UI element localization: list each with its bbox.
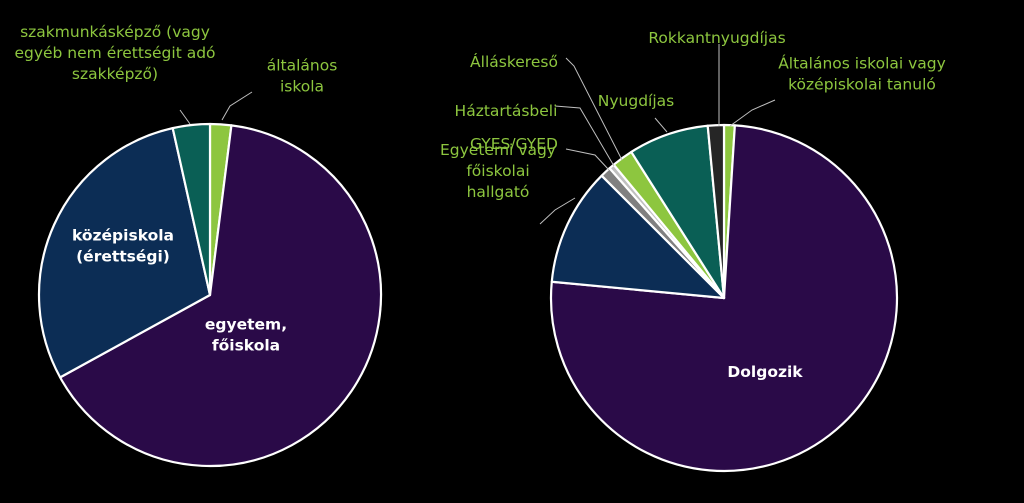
slice-label-line: középiskola	[72, 227, 174, 245]
slice-label-egyetemi-vagy-főiskolai-hallgató: Egyetemi vagy főiskolai hallgató	[440, 141, 556, 201]
slice-label-line: főiskola	[212, 337, 280, 355]
slice-label-gyes-gyed: GYES/GYED	[470, 135, 558, 153]
slice-label-egyetem-főiskola: egyetem, főiskola	[205, 316, 287, 355]
slice-label-line: GYES/GYED	[470, 135, 558, 153]
slice-label-line: Háztartásbeli	[455, 102, 558, 120]
pie-chart-2: Általános iskolai vagy középiskolai tanul…	[440, 29, 946, 473]
leader-line-gyes-gyed	[565, 148, 610, 171]
slice-label-line: egyetem,	[205, 316, 287, 334]
leader-line-általános-iskolai-vagy-középiskolai-tanuló	[729, 99, 776, 127]
leader-line-szakmunkásképző-vagy-egyéb-nem-érettségit-adó-szakképző	[179, 109, 191, 125]
pie-slice-egyetemi-vagy-főiskolai-hallgató	[550, 174, 726, 300]
leader-line-háztartásbeli	[554, 105, 615, 167]
slice-label-line: Dolgozik	[727, 363, 803, 381]
slice-label-line: Álláskereső	[470, 52, 558, 71]
leader-line-egyetemi-vagy-főiskolai-hallgató	[539, 197, 576, 225]
slice-label-line: egyéb nem érettségit adó	[14, 44, 215, 62]
slice-label-háztartásbeli: Háztartásbeli	[455, 102, 558, 120]
pie-chart-1: általános iskola egyetem, főiskola középisko…	[14, 23, 383, 468]
slice-label-dolgozik: Dolgozik	[727, 363, 803, 381]
slice-label-szakmunkásképző-vagy-egyéb-nem-érettségit-adó-szakképző: szakmunkásképző (vagy egyéb nem érettségi…	[14, 23, 215, 83]
pie-slice-középiskola-érettségi	[37, 127, 212, 379]
slice-label-középiskola-érettségi: középiskola (érettségi)	[72, 227, 174, 266]
slice-label-line: hallgató	[467, 183, 530, 201]
slice-label-line: szakmunkásképző (vagy	[20, 23, 210, 41]
slice-label-általános-iskola: általános iskola	[267, 57, 338, 96]
slice-label-line: főiskolai	[466, 162, 529, 180]
leader-line-álláskereső	[565, 57, 623, 161]
pie-slice-rokkantnyugdíjas	[706, 123, 726, 300]
slice-label-line: középiskolai tanuló	[788, 76, 936, 94]
pie-slice-egyetem-főiskola	[59, 124, 383, 468]
slice-label-line: Egyetemi vagy	[440, 141, 556, 159]
slice-label-line: szakképző)	[72, 65, 158, 83]
slice-label-line: Általános iskolai vagy	[778, 54, 946, 73]
slice-label-rokkantnyugdíjas: Rokkantnyugdíjas	[648, 29, 785, 47]
slice-label-line: általános	[267, 57, 338, 75]
slice-label-line: Rokkantnyugdíjas	[648, 29, 785, 47]
slice-label-line: (érettségi)	[76, 248, 170, 266]
slice-label-álláskereső: Álláskereső	[470, 52, 558, 71]
pie-slice-szakmunkásképző-vagy-egyéb-nem-érettségit-adó-szakképző	[171, 122, 212, 297]
slice-label-line: Nyugdíjas	[598, 92, 674, 110]
leader-line-általános-iskola	[221, 91, 253, 121]
slice-label-általános-iskolai-vagy-középiskolai-tanuló: Általános iskolai vagy középiskolai tanul…	[778, 54, 946, 94]
slice-label-line: iskola	[280, 78, 324, 96]
leader-line-nyugdíjas	[654, 117, 668, 133]
slice-label-nyugdíjas: Nyugdíjas	[598, 92, 674, 110]
